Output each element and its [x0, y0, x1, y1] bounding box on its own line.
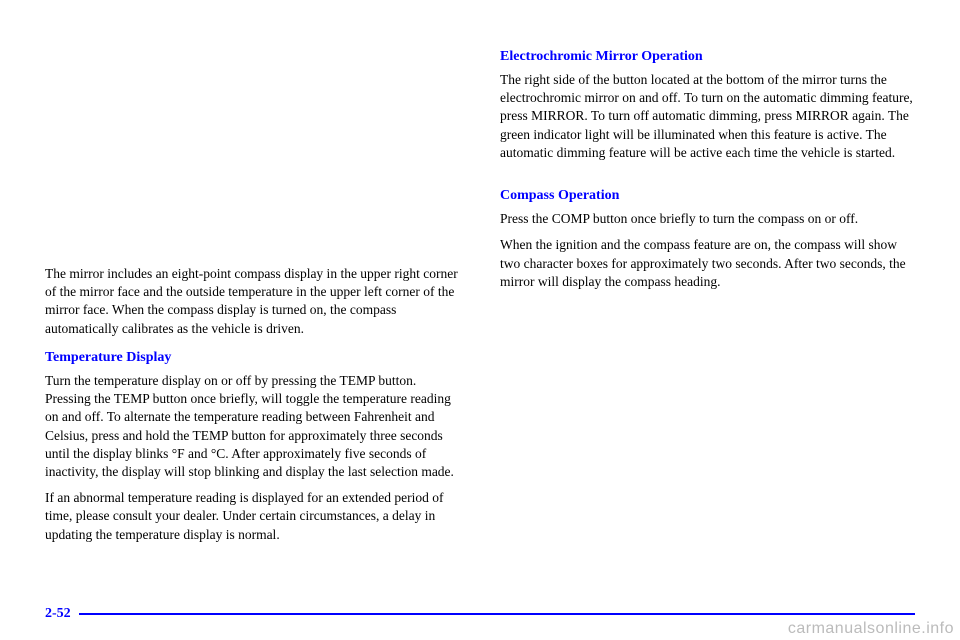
right-para-3: When the ignition and the compass featur…: [500, 236, 915, 291]
right-para-2: Press the COMP button once briefly to tu…: [500, 210, 915, 228]
page-footer: 2-52: [45, 606, 915, 622]
right-column: Electrochromic Mirror Operation The righ…: [500, 30, 915, 575]
page-container: The mirror includes an eight-point compa…: [0, 0, 960, 640]
electrochromic-heading: Electrochromic Mirror Operation: [500, 49, 915, 65]
temperature-display-heading: Temperature Display: [45, 350, 460, 366]
watermark-text: carmanualsonline.info: [788, 620, 954, 638]
left-para-1: Turn the temperature display on or off b…: [45, 372, 460, 481]
mirror-illustration-placeholder: [45, 30, 425, 250]
two-column-layout: The mirror includes an eight-point compa…: [45, 30, 915, 575]
page-number: 2-52: [45, 606, 71, 622]
left-column: The mirror includes an eight-point compa…: [45, 30, 460, 575]
footer-rule: [79, 613, 915, 615]
left-caption: The mirror includes an eight-point compa…: [45, 265, 460, 338]
right-para-1: The right side of the button located at …: [500, 71, 915, 162]
compass-operation-heading: Compass Operation: [500, 188, 915, 204]
left-para-2: If an abnormal temperature reading is di…: [45, 489, 460, 544]
